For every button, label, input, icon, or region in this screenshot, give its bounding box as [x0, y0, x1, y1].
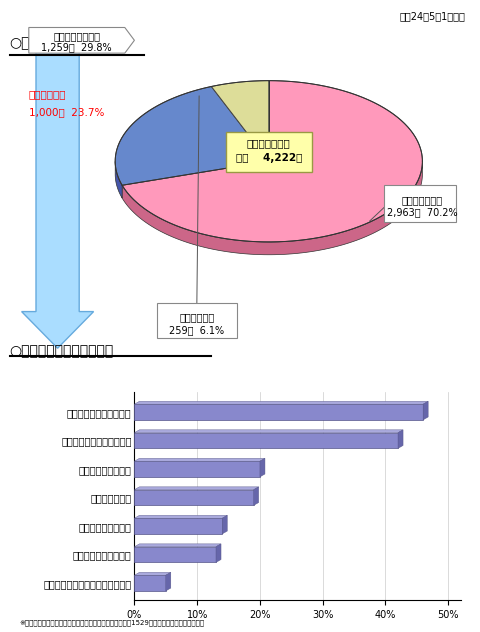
Text: 活用されていない: 活用されていない [53, 31, 100, 41]
Polygon shape [134, 401, 428, 404]
Polygon shape [115, 161, 122, 198]
Bar [134, 490, 253, 506]
Polygon shape [115, 87, 269, 185]
Text: 2,963枚  70.2%: 2,963枚 70.2% [387, 207, 458, 217]
Polygon shape [423, 401, 428, 420]
Bar [134, 547, 216, 562]
Polygon shape [134, 544, 221, 547]
Text: ○廃校の活用実態: ○廃校の活用実態 [10, 37, 80, 51]
Text: 259枚  6.1%: 259枚 6.1% [169, 325, 224, 335]
Polygon shape [134, 430, 403, 433]
Text: ※地方公共団体において個別に検討している建物の件数（1529件）から回答（複数回答）。: ※地方公共団体において個別に検討している建物の件数（1529件）から回答（複数回… [19, 619, 204, 626]
Text: ○利用計画がない主な理由: ○利用計画がない主な理由 [10, 344, 114, 358]
Polygon shape [398, 430, 403, 448]
Bar [134, 433, 398, 448]
Text: 建物が現存する: 建物が現存する [247, 138, 291, 148]
Text: 利用予定なし: 利用予定なし [29, 89, 66, 99]
Polygon shape [222, 515, 228, 534]
Polygon shape [22, 29, 94, 348]
Polygon shape [134, 515, 228, 518]
Polygon shape [29, 27, 134, 53]
Text: 活用されている: 活用されている [402, 195, 443, 205]
Polygon shape [211, 81, 269, 161]
Text: 廃校    4,222枚: 廃校 4,222枚 [236, 152, 302, 162]
Bar [134, 518, 222, 534]
Polygon shape [253, 487, 259, 506]
Text: 利用予定あり: 利用予定あり [179, 312, 215, 322]
Polygon shape [134, 487, 259, 490]
Bar [134, 575, 166, 591]
FancyBboxPatch shape [384, 185, 456, 222]
Polygon shape [122, 162, 422, 255]
Bar [134, 404, 423, 420]
Text: 1,000枚  23.7%: 1,000枚 23.7% [29, 107, 104, 118]
Polygon shape [166, 573, 171, 591]
Polygon shape [260, 458, 265, 477]
Polygon shape [134, 458, 265, 461]
Bar [134, 461, 260, 477]
Polygon shape [122, 81, 422, 242]
FancyBboxPatch shape [226, 132, 312, 173]
Text: 平成24年5月1日現在: 平成24年5月1日現在 [400, 11, 466, 21]
Polygon shape [134, 573, 171, 575]
FancyBboxPatch shape [157, 303, 237, 338]
Text: 1,259枚  29.8%: 1,259枚 29.8% [41, 42, 112, 52]
Polygon shape [216, 544, 221, 562]
